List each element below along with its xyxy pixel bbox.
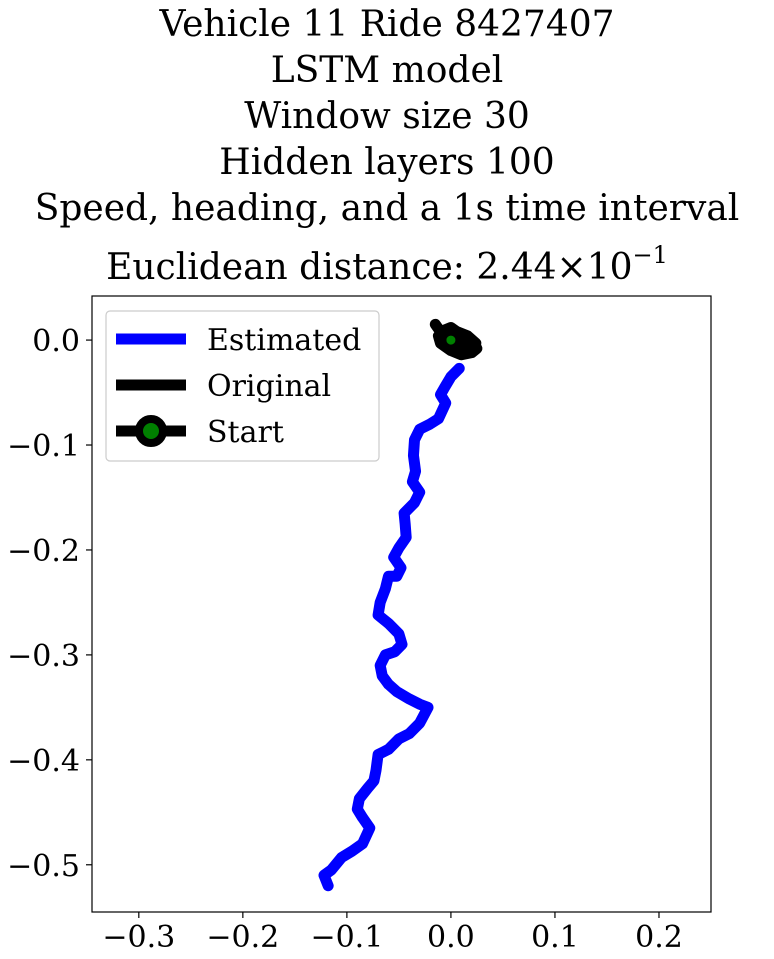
- legend-label-start: Start: [207, 415, 284, 450]
- legend-marker-start: [135, 415, 167, 447]
- series-line-original: [429, 318, 483, 361]
- y-tick-label: −0.3: [7, 639, 80, 674]
- y-tick-label: 0.0: [32, 324, 80, 359]
- x-tick-label: −0.1: [310, 920, 383, 955]
- title-line-4: Hidden layers 100: [219, 142, 555, 183]
- distance-label: Euclidean distance:: [106, 247, 477, 288]
- chart-title: Vehicle 11 Ride 8427407 LSTM model Windo…: [0, 2, 774, 291]
- x-axis: −0.3 −0.2 −0.1 0.0 0.1 0.2: [102, 912, 683, 955]
- y-tick-label: −0.2: [7, 534, 80, 569]
- distance-base: 10: [586, 247, 633, 288]
- distance-exponent: −1: [632, 241, 668, 269]
- x-tick-label: −0.3: [102, 920, 175, 955]
- x-tick-label: 0.2: [635, 920, 683, 955]
- start-marker: [445, 334, 457, 346]
- legend-box: [105, 310, 380, 462]
- title-line-5: Speed, heading, and a 1s time interval: [34, 188, 740, 229]
- y-tick-label: −0.4: [7, 744, 80, 779]
- legend: Estimated Original Start: [105, 310, 380, 462]
- distance-times: ×: [556, 247, 587, 288]
- legend-label-estimated: Estimated: [207, 323, 361, 358]
- y-tick-label: −0.1: [7, 429, 80, 464]
- legend-label-original: Original: [207, 369, 331, 404]
- x-tick-label: −0.2: [206, 920, 279, 955]
- title-line-2: LSTM model: [270, 50, 504, 91]
- y-axis: 0.0 −0.1 −0.2 −0.3 −0.4 −0.5: [7, 324, 92, 884]
- title-line-distance: Euclidean distance: 2.44×10−1: [0, 232, 774, 291]
- y-tick-label: −0.5: [7, 849, 80, 884]
- x-tick-label: 0.1: [531, 920, 579, 955]
- title-line-1: Vehicle 11 Ride 8427407: [159, 4, 615, 45]
- title-line-3: Window size 30: [244, 96, 530, 137]
- series-line-estimated: [318, 362, 465, 892]
- x-tick-label: 0.0: [427, 920, 475, 955]
- distance-mantissa: 2.44: [476, 247, 557, 288]
- series-layer: [318, 318, 483, 892]
- axes-frame: [91, 295, 712, 913]
